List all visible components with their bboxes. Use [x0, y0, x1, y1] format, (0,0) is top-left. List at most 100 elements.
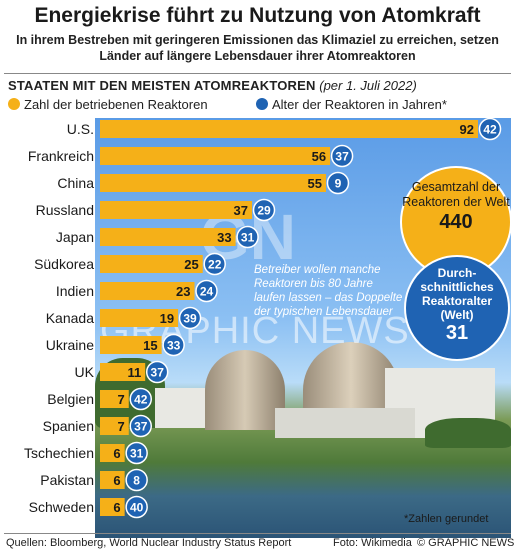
page-subtitle: In ihrem Bestreben mit geringeren Emissi…	[16, 33, 499, 63]
bar-layer: U.S. 92 42 Frankreich 56 37 China 55 9 Russland 37…	[24, 117, 502, 519]
reactor-count-label: 25	[184, 257, 198, 272]
reactor-count-label: 33	[217, 230, 231, 245]
category-label: UK	[75, 364, 95, 380]
reactor-age-label: 31	[241, 231, 255, 245]
reactor-age-label: 8	[133, 474, 140, 488]
building-shape	[275, 408, 415, 438]
category-label: Belgien	[47, 391, 94, 407]
reactor-age-label: 42	[483, 123, 497, 137]
orange-dot-icon	[8, 98, 20, 110]
reactor-count-label: 6	[113, 473, 120, 488]
reactor-count-bar	[100, 120, 478, 138]
category-label: Frankreich	[28, 148, 94, 164]
reactor-age-label: 31	[130, 447, 144, 461]
category-label: Russland	[36, 202, 94, 218]
photo-credit: Foto: Wikimedia	[333, 537, 412, 549]
category-label: Ukraine	[46, 337, 94, 353]
reactor-count-label: 7	[118, 419, 125, 434]
copyright: © GRAPHIC NEWS	[417, 537, 515, 549]
reactor-age-circle	[125, 441, 148, 465]
reactor-age-label: 24	[200, 285, 214, 299]
footnote: *Zahlen gerundet	[404, 513, 489, 525]
reactor-count-label: 37	[234, 203, 248, 218]
total-reactors-value: 440	[439, 211, 473, 233]
reactor-age-circle	[203, 252, 226, 276]
total-reactors-badge: Gesamtzahl der Reaktoren der Welt 440	[400, 166, 512, 278]
reactor-count-bar	[100, 444, 125, 462]
annotation: Betreiber wollen manche Reaktoren bis 80…	[254, 264, 403, 318]
total-reactors-label: Gesamtzahl der Reaktoren der Welt	[402, 180, 510, 209]
reactor-count-label: 11	[127, 365, 141, 380]
legend-label-age: Alter der Reaktoren in Jahren*	[272, 97, 447, 112]
category-label: U.S.	[67, 121, 94, 137]
page-title: Energiekrise führt zu Nutzung von Atomkr…	[34, 4, 481, 27]
reactor-count-bar	[100, 147, 331, 165]
reactor-count-label: 92	[460, 122, 474, 137]
reactor-count-label: 7	[118, 392, 125, 407]
reactor-age-circle	[236, 225, 259, 249]
reactor-count-label: 6	[113, 500, 120, 515]
reactor-count-bar	[100, 336, 162, 354]
chart-heading: STAATEN MIT DEN MEISTEN ATOMREAKTOREN (p…	[8, 78, 417, 93]
category-label: Pakistan	[40, 472, 94, 488]
reactor-age-label: 22	[208, 258, 222, 272]
category-label: Schweden	[29, 499, 94, 515]
reactor-count-bar	[100, 201, 253, 219]
reactor-count-bar	[100, 471, 125, 489]
title-divider	[4, 73, 511, 74]
reactor-age-label: 37	[335, 150, 349, 164]
chart-date: (per 1. Juli 2022)	[319, 78, 417, 93]
category-label: Spanien	[43, 418, 94, 434]
reactor-age-label: 33	[167, 339, 181, 353]
reactor-age-circle	[330, 144, 354, 168]
average-age-value: 31	[445, 322, 469, 344]
legend-item-count: Zahl der betriebenen Reaktoren	[8, 97, 208, 112]
tree-shape	[425, 418, 511, 448]
category-label: Tschechien	[24, 445, 94, 461]
category-label: Südkorea	[34, 256, 94, 272]
reactor-age-label: 29	[257, 204, 271, 218]
reactor-count-bar	[100, 390, 129, 408]
category-label: Indien	[56, 283, 94, 299]
reactor-age-circle	[252, 198, 276, 222]
reactor-age-circle	[162, 333, 185, 357]
reactor-count-label: 56	[312, 149, 326, 164]
reactor-age-label: 9	[335, 177, 342, 191]
sources: Quellen: Bloomberg, World Nuclear Indust…	[6, 537, 292, 549]
average-age-badge: Durch-schnittliches Reaktoralter (Welt) …	[404, 255, 510, 361]
reactor-dome-left	[205, 350, 285, 430]
reactor-age-circle	[125, 495, 148, 519]
legend-label-count: Zahl der betriebenen Reaktoren	[24, 97, 208, 112]
reactor-count-label: 55	[308, 176, 322, 191]
footer-divider	[4, 533, 511, 534]
blue-dot-icon	[256, 98, 268, 110]
reactor-count-bar	[100, 174, 326, 192]
reactor-count-bar	[100, 498, 125, 516]
category-label: Kanada	[46, 310, 94, 326]
legend-item-age: Alter der Reaktoren in Jahren*	[256, 97, 447, 112]
reactor-age-circle	[129, 387, 153, 411]
reactor-count-bar	[100, 228, 236, 246]
reactor-age-label: 37	[134, 420, 148, 434]
reactor-age-label: 42	[134, 393, 148, 407]
reactor-count-label: 23	[176, 284, 190, 299]
average-age-label: Durch-schnittliches Reaktoralter (Welt)	[420, 266, 494, 322]
reactor-age-circle	[145, 360, 169, 384]
reactor-count-label: 19	[160, 311, 174, 326]
reactor-count-label: 6	[113, 446, 120, 461]
reactor-count-bar	[100, 309, 179, 327]
reactor-age-label: 37	[151, 366, 165, 380]
reactor-age-circle	[125, 468, 148, 492]
category-label: Japan	[56, 229, 94, 245]
reactor-count-label: 15	[143, 338, 157, 353]
chart-heading-text: STAATEN MIT DEN MEISTEN ATOMREAKTOREN	[8, 78, 316, 93]
reactor-count-bar	[100, 417, 129, 435]
reactor-count-bar	[100, 282, 195, 300]
reactor-age-label: 40	[130, 501, 144, 515]
reactor-age-circle	[195, 279, 218, 303]
reactor-age-circle	[129, 414, 153, 438]
category-label: China	[57, 175, 94, 191]
reactor-age-label: 39	[183, 312, 197, 326]
